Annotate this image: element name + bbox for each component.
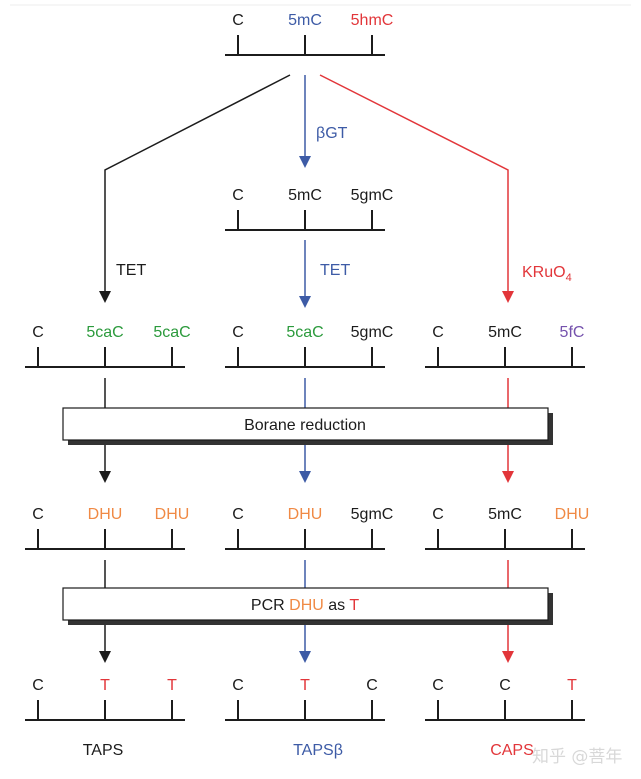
strand-row2-col3: C 5mC DHU xyxy=(425,506,590,550)
pcr-dhu: DHU xyxy=(289,597,324,614)
base-label: C xyxy=(32,506,44,523)
strand-row1-col1: C 5caC 5caC xyxy=(25,324,191,368)
method-label-tapsβ: TAPSβ xyxy=(293,742,343,759)
base-label: C xyxy=(232,677,244,694)
kruo4-label: KRuO4 xyxy=(522,264,572,284)
base-label: 5fC xyxy=(560,324,585,341)
pcr-as: as xyxy=(324,597,350,614)
base-label: 5mC xyxy=(488,324,522,341)
borane-reduction-label: Borane reduction xyxy=(244,417,366,434)
base-label: T xyxy=(567,677,577,694)
center-tet-label: TET xyxy=(320,262,350,279)
base-label: C xyxy=(432,324,444,341)
method-label-taps: TAPS xyxy=(83,742,124,759)
strand-row1-col2: C 5caC 5gmC xyxy=(225,324,394,368)
base-label: 5caC xyxy=(86,324,123,341)
borane-reduction-box: Borane reduction xyxy=(62,407,553,445)
left-tet-label: TET xyxy=(116,262,146,279)
watermark: 知乎 @菩年 xyxy=(532,747,623,767)
base-label: C xyxy=(366,677,378,694)
base-label: C xyxy=(32,324,44,341)
base-label: T xyxy=(100,677,110,694)
base-label: DHU xyxy=(555,506,590,523)
top-strand: C 5mC 5hmC xyxy=(225,12,394,56)
base-label: DHU xyxy=(88,506,123,523)
base-label: 5caC xyxy=(153,324,190,341)
pcr-prefix: PCR xyxy=(251,597,289,614)
base-label: C xyxy=(232,324,244,341)
kruo4-arrow xyxy=(319,74,514,303)
base-label: 5gmC xyxy=(351,506,394,523)
base-label: 5mC xyxy=(488,506,522,523)
strand-row2-col2: C DHU 5gmC xyxy=(225,506,394,550)
method-label-caps: CAPS xyxy=(490,742,534,759)
pcr-box: PCR DHU as T xyxy=(62,587,553,625)
base-label: 5hmC xyxy=(351,12,394,29)
bgt-strand: C 5mC 5gmC xyxy=(225,187,394,231)
strand-row1-col3: C 5mC 5fC xyxy=(425,324,585,368)
base-label: 5mC xyxy=(288,187,322,204)
pcr-t: T xyxy=(349,597,359,614)
base-label: C xyxy=(232,12,244,29)
base-label: T xyxy=(167,677,177,694)
base-label: C xyxy=(499,677,511,694)
base-label: C xyxy=(32,677,44,694)
bgt-label: βGT xyxy=(316,125,348,142)
strand-row2-col1: C DHU DHU xyxy=(25,506,190,550)
base-label: DHU xyxy=(155,506,190,523)
base-label: C xyxy=(432,506,444,523)
base-label: 5caC xyxy=(286,324,323,341)
kruo4-text: KRuO xyxy=(522,264,566,281)
kruo4-subscript: 4 xyxy=(566,272,572,284)
base-label: 5mC xyxy=(288,12,322,29)
pcr-label: PCR DHU as T xyxy=(251,597,359,614)
base-label: 5gmC xyxy=(351,324,394,341)
base-label: 5gmC xyxy=(351,187,394,204)
base-label: DHU xyxy=(288,506,323,523)
base-label: C xyxy=(232,506,244,523)
tet-arrow-left xyxy=(99,74,291,303)
base-label: C xyxy=(432,677,444,694)
base-label: T xyxy=(300,677,310,694)
base-label: C xyxy=(232,187,244,204)
